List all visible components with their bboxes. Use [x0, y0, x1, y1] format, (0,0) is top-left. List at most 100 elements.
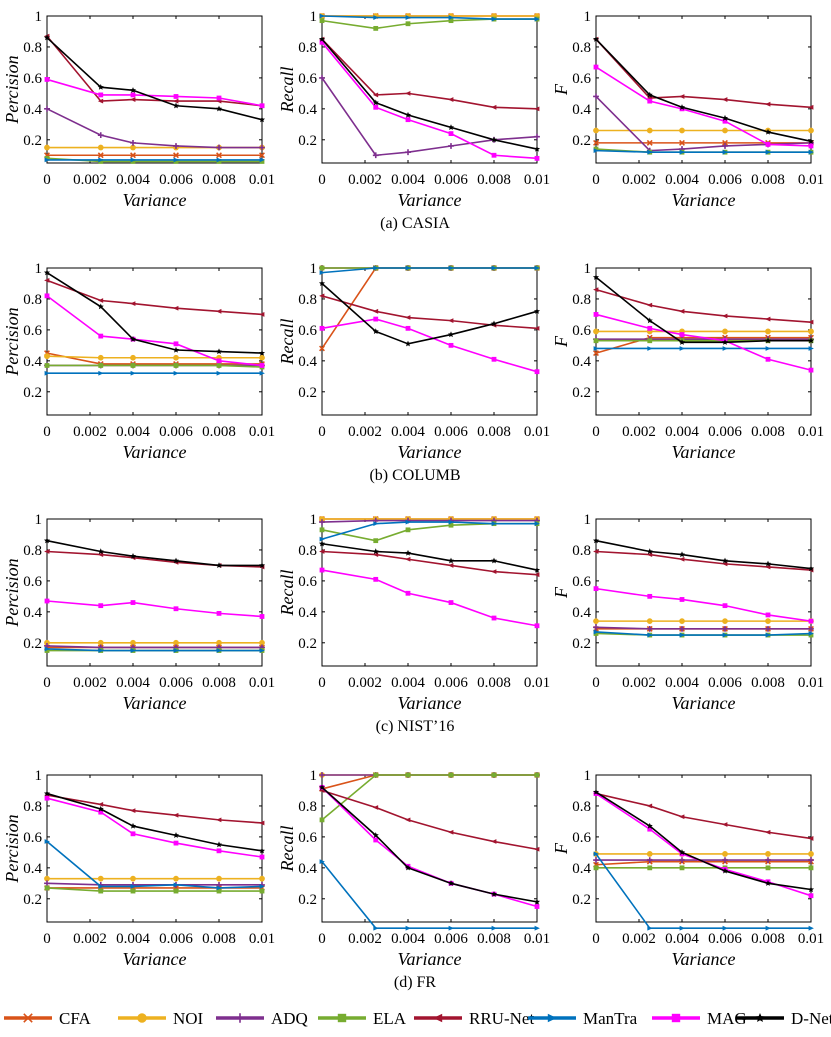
legend-label: MAG [707, 1009, 747, 1028]
series-point-RRU-Net [372, 308, 379, 314]
series-point-D-Net [318, 540, 326, 547]
legend-item-CFA: CFA [4, 1009, 92, 1028]
y-axis-label: Recall [277, 826, 297, 873]
x-tick-label: 0.004 [391, 172, 425, 188]
series-point-RRU-Net [173, 305, 179, 311]
panel-caption: (d) FR [394, 974, 437, 991]
series-point-ManTra [765, 346, 771, 351]
legend-item-RRU-Net: RRU-Net [414, 1009, 534, 1028]
series-point-D-Net [318, 36, 326, 42]
x-tick-label: 0.002 [622, 424, 656, 440]
y-tick-label: 0.8 [298, 543, 317, 559]
series-point-ELA [491, 772, 497, 778]
y-tick-label: 1 [584, 512, 592, 528]
series-point-ManTra [491, 265, 497, 271]
y-tick-label: 0.8 [298, 292, 317, 308]
series-point-MAG [405, 325, 411, 331]
series-point-D-Net [678, 339, 686, 345]
x-tick-label: 0.004 [391, 675, 425, 691]
series-point-D-Net [172, 346, 180, 353]
series-point-D-Net [372, 832, 379, 838]
legend-marker [337, 1013, 347, 1023]
series-point-NOI [808, 851, 814, 857]
series-point-D-Net [318, 784, 326, 790]
y-tick-label: 0.2 [23, 892, 42, 908]
series-point-NOI [808, 127, 814, 134]
series-point-NOI [216, 875, 222, 882]
x-tick-label: 0.01 [798, 675, 824, 691]
y-tick-label: 0.4 [572, 102, 591, 118]
series-point-CFA [319, 345, 325, 352]
series-point-D-Net [447, 124, 455, 130]
series-point-MAG [98, 92, 104, 98]
series-point-ManTra [722, 346, 728, 351]
series-point-NOI [259, 354, 265, 361]
legend-label: RRU-Net [469, 1009, 534, 1028]
series-point-RRU-Net [405, 817, 411, 823]
series-point-MAG [44, 293, 50, 299]
x-tick-label: 0 [592, 172, 600, 188]
series-point-ManTra [647, 632, 653, 638]
series-point-ManTra [259, 370, 265, 376]
series-point-MAG [373, 837, 379, 843]
series-point-ELA [173, 888, 179, 894]
series-point-ADQ [593, 93, 599, 100]
series-point-RRU-Net [722, 313, 728, 319]
series-point-D-Net [646, 822, 653, 829]
series-point-RRU-Net [491, 839, 497, 844]
series-point-ManTra [44, 839, 50, 844]
series-point-ManTra [373, 265, 379, 271]
series-point-ManTra [534, 265, 540, 271]
series-point-CFA [593, 139, 599, 146]
x-tick-label: 0.006 [434, 172, 468, 188]
y-tick-label: 0.8 [298, 40, 317, 56]
y-tick-label: 0.8 [572, 292, 591, 308]
series-point-NOI [679, 127, 685, 134]
series-point-NOI [97, 875, 104, 882]
x-tick-label: 0.01 [524, 172, 550, 188]
x-tick-label: 0.006 [434, 675, 468, 691]
y-axis-label: F [551, 335, 571, 348]
x-tick-label: 0.01 [249, 424, 275, 440]
y-tick-label: 0.6 [572, 323, 591, 339]
series-point-ManTra [130, 884, 136, 889]
series-point-D-Net [215, 105, 223, 112]
series-line-ELA [46, 157, 262, 163]
series-point-D-Net [258, 562, 266, 569]
series-point-NOI [173, 875, 179, 882]
series-point-ELA [44, 885, 50, 891]
series-point-MAG [593, 312, 599, 317]
series-point-ADQ [44, 880, 50, 887]
series-point-NOI [722, 127, 728, 134]
series-point-D-Net [172, 557, 180, 564]
series-line-RRU-Net [46, 35, 263, 107]
series-line-D-Net [321, 542, 538, 571]
series-point-RRU-Net [765, 101, 771, 107]
y-tick-label: 0.6 [572, 830, 591, 846]
x-tick-label: 0 [318, 931, 326, 947]
series-point-ELA [808, 865, 814, 871]
series-point-NOI [722, 851, 728, 857]
x-axis-label: Variance [398, 949, 462, 969]
series-point-CFA [130, 152, 136, 159]
series-point-D-Net [721, 867, 729, 874]
series-point-MAG [593, 791, 599, 796]
x-tick-label: 0.002 [622, 172, 656, 188]
y-tick-label: 0.4 [23, 354, 42, 370]
series-point-NOI [722, 328, 728, 335]
series-point-ManTra [319, 536, 325, 542]
x-tick-label: 0 [318, 675, 326, 691]
series-point-D-Net [721, 339, 729, 345]
series-line-MAG [595, 313, 812, 371]
series-point-MAG [679, 851, 685, 857]
y-tick-label: 0.8 [23, 40, 42, 56]
series-line-MAG [321, 786, 538, 908]
series-point-MAG [130, 92, 136, 98]
series-point-MAG [259, 363, 265, 368]
series-point-CFA [216, 152, 222, 159]
series-point-D-Net [721, 114, 729, 121]
series-line-ManTra [321, 521, 537, 540]
series-point-RRU-Net [679, 308, 685, 314]
series-point-D-Net [258, 116, 266, 123]
